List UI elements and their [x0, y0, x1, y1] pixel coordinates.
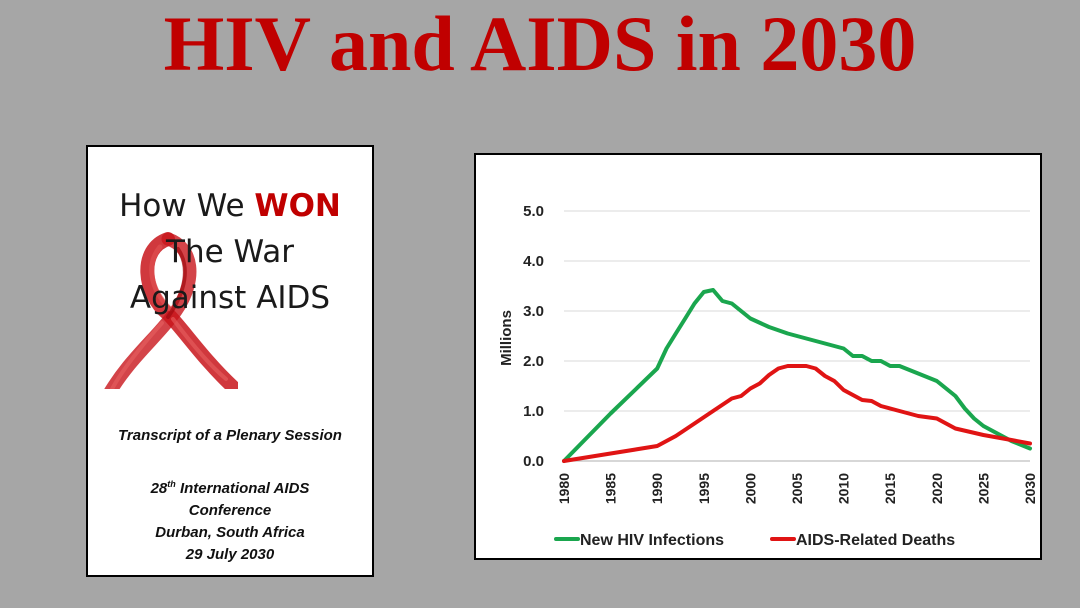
y-tick-label: 4.0: [523, 253, 544, 270]
book-title: How We WON The War Against AIDS: [88, 183, 372, 321]
x-tick-label: 2015: [882, 473, 898, 504]
x-tick-label: 1990: [649, 473, 665, 504]
chart-panel: 0.0 1.0 2.0 3.0 4.0 5.0 1980 1985 1990 1995 2000 2…: [474, 153, 1042, 560]
y-tick-label: 3.0: [523, 303, 544, 320]
x-tick-label: 2000: [742, 473, 758, 504]
series-line-aids-related-deaths: [562, 364, 1032, 463]
conference-suffix: th: [167, 479, 176, 489]
slide-title: HIV and AIDS in 2030: [163, 0, 917, 87]
y-tick-label: 0.0: [523, 453, 544, 470]
book-title-won: WON: [254, 188, 341, 224]
conference-line1: International AIDS: [175, 480, 310, 497]
book-cover: How We WON The War Against AIDS Transcri…: [86, 145, 374, 577]
line-chart: 0.0 1.0 2.0 3.0 4.0 5.0 1980 1985 1990 1995 2000 2…: [498, 203, 1038, 549]
x-tick-label: 2010: [836, 473, 852, 504]
conference-date: 29 July 2030: [185, 546, 275, 563]
x-tick-label: 2030: [1022, 473, 1038, 504]
conference-location: Durban, South Africa: [155, 524, 305, 541]
legend-label: AIDS-Related Deaths: [796, 532, 955, 549]
series-line-new-hiv-infections: [562, 288, 1032, 463]
x-tick-label: 1995: [696, 473, 712, 504]
book-title-line2: The War: [166, 234, 294, 270]
conference-line2: Conference: [188, 502, 272, 519]
conference-info: 28th International AIDS Conference Durba…: [88, 473, 372, 566]
book-title-part1: How We: [119, 188, 255, 224]
x-tick-label: 1985: [603, 473, 619, 504]
transcript-label: Transcript of a Plenary Session: [118, 427, 342, 444]
y-tick-label: 1.0: [523, 403, 544, 420]
y-tick-label: 2.0: [523, 353, 544, 370]
conference-number: 28: [150, 480, 168, 497]
legend-label: New HIV Infections: [580, 532, 724, 549]
x-tick-label: 1980: [556, 473, 572, 504]
red-ribbon-icon: [104, 232, 238, 389]
x-tick-label: 2020: [929, 473, 945, 504]
y-tick-label: 5.0: [523, 203, 544, 220]
x-tick-label: 2025: [975, 473, 991, 504]
y-axis-label: Millions: [498, 310, 515, 366]
x-tick-label: 2005: [789, 473, 805, 504]
book-title-line3: Against AIDS: [129, 280, 331, 316]
